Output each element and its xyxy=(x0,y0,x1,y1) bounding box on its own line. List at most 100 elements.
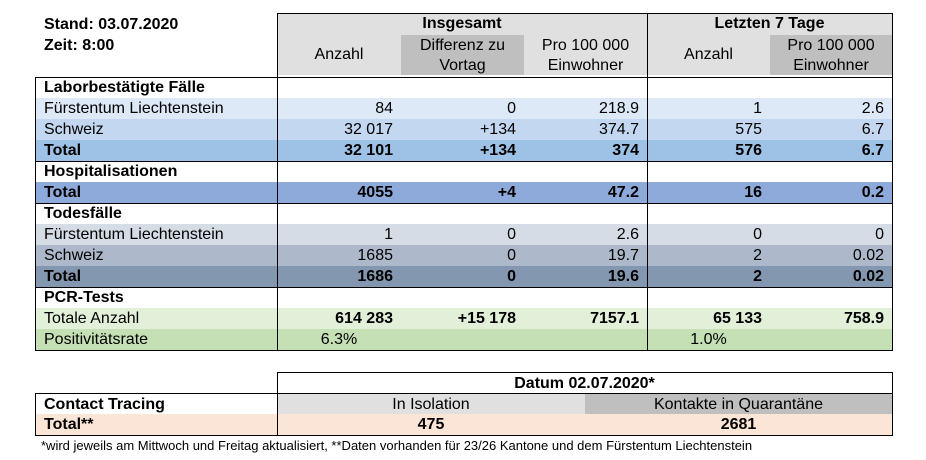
grid-line xyxy=(35,77,36,351)
cell-diff: 0 xyxy=(507,100,516,117)
row-label: Fürstentum Liechtenstein xyxy=(44,100,224,117)
cell-pro: 374 xyxy=(612,142,639,159)
cell-pro: 218.9 xyxy=(598,100,639,117)
section-hosp: Hospitalisationen xyxy=(44,163,178,180)
grid-line xyxy=(892,372,893,436)
ct-date: Datum 02.07.2020* xyxy=(514,375,655,392)
cell-positivity-total: 6.3% xyxy=(320,331,358,348)
row-label: Positivitätsrate xyxy=(44,331,149,348)
cell7-anzahl: 1 xyxy=(753,100,762,117)
ct-isolation-value: 475 xyxy=(417,416,445,433)
cell7-anzahl: 2 xyxy=(753,247,762,264)
stand-date: Stand: 03.07.2020 xyxy=(44,16,179,33)
grid-line xyxy=(277,13,893,14)
cell-anzahl: 1686 xyxy=(357,268,393,285)
header7-anzahl: Anzahl xyxy=(684,46,733,63)
cell-pro: 7157.1 xyxy=(590,310,639,327)
row-label: Schweiz xyxy=(44,247,104,264)
header-letzten-7-tage: Letzten 7 Tage xyxy=(714,15,825,32)
cell-anzahl: 84 xyxy=(375,100,393,117)
header-pro-line1: Pro 100 000 xyxy=(541,37,630,54)
cell7-positivity: 1.0% xyxy=(690,331,727,348)
cell-diff: 0 xyxy=(507,247,516,264)
row-bg-hosp-total xyxy=(35,182,892,203)
ct-quarantine-value: 2681 xyxy=(720,416,757,433)
row-bg-tod-total xyxy=(35,266,892,287)
section-labor: Laborbestätigte Fälle xyxy=(44,79,205,96)
cell-anzahl: 614 283 xyxy=(335,310,393,327)
ct-header-quarantine-bg xyxy=(585,394,892,414)
cell7-pro: 2.6 xyxy=(861,100,884,117)
cell7-anzahl: 0 xyxy=(753,226,762,243)
grid-line xyxy=(35,77,893,78)
cell-pro: 19.7 xyxy=(607,247,639,264)
header-7pro-bg xyxy=(770,35,892,75)
cell7-anzahl: 65 133 xyxy=(713,310,762,327)
footnote: *wird jeweils am Mittwoch und Freitag ak… xyxy=(41,438,753,453)
grid-line xyxy=(35,393,893,394)
row-bg-labor-ch xyxy=(35,119,892,140)
header-pro-line2: Einwohner xyxy=(547,57,624,74)
grid-line xyxy=(892,13,893,351)
grid-line xyxy=(35,203,893,204)
row-label: Fürstentum Liechtenstein xyxy=(44,226,224,243)
cell-diff: +4 xyxy=(497,184,516,201)
cell-pro: 19.6 xyxy=(607,268,639,285)
header-diff-line1: Differenz zu xyxy=(419,37,506,54)
cell7-anzahl: 2 xyxy=(753,268,762,285)
cell7-anzahl: 575 xyxy=(735,121,762,138)
row-label: Total xyxy=(44,268,82,285)
header-diff-bg xyxy=(401,35,524,75)
grid-line xyxy=(277,372,893,373)
row-label: Totale Anzahl xyxy=(44,310,140,327)
cell7-pro: 0.02 xyxy=(852,268,884,285)
stand-time: Zeit: 8:00 xyxy=(44,37,115,54)
row-bg-pcr-pos xyxy=(35,329,892,350)
row-label: Total xyxy=(44,142,82,159)
grid-line xyxy=(35,393,36,436)
row-label: Total xyxy=(44,184,82,201)
ct-col-quarantine: Kontakte in Quarantäne xyxy=(653,396,823,413)
cell7-anzahl: 16 xyxy=(744,184,762,201)
cell-anzahl: 4055 xyxy=(357,184,393,201)
cell7-pro: 758.9 xyxy=(843,310,884,327)
row-bg-tod-ch xyxy=(35,245,892,266)
cell-pro: 2.6 xyxy=(616,226,639,243)
cell7-pro: 6.7 xyxy=(861,142,884,159)
cell7-pro: 0 xyxy=(875,226,884,243)
ct-col-isolation: In Isolation xyxy=(392,396,470,413)
grid-line xyxy=(35,161,893,162)
row-bg-labor-fl xyxy=(35,98,892,119)
header-anzahl: Anzahl xyxy=(314,46,364,63)
header7-pro-line2: Einwohner xyxy=(793,57,869,74)
ct-total-row-bg xyxy=(35,414,892,435)
ct-total-label: Total** xyxy=(44,416,94,433)
row-bg-labor-total xyxy=(35,140,892,161)
header7-pro-line1: Pro 100 000 xyxy=(787,37,875,54)
section-pcr: PCR-Tests xyxy=(44,289,124,306)
grid-line xyxy=(35,350,893,351)
cell7-pro: 0.2 xyxy=(861,184,884,201)
cell-diff: 0 xyxy=(507,226,516,243)
cell-diff: +15 178 xyxy=(457,310,516,327)
grid-line xyxy=(277,13,278,351)
cell-diff: +134 xyxy=(479,121,516,138)
row-bg-tod-fl xyxy=(35,224,892,245)
header-insgesamt: Insgesamt xyxy=(422,15,502,32)
row-label: Schweiz xyxy=(44,121,104,138)
cell-anzahl: 32 101 xyxy=(344,142,393,159)
grid-line xyxy=(277,372,278,436)
cell7-anzahl: 576 xyxy=(735,142,762,159)
header-diff-line2: Vortag xyxy=(439,57,486,74)
cell7-pro: 0.02 xyxy=(852,247,884,264)
cell-pro: 47.2 xyxy=(607,184,639,201)
cell-anzahl: 1685 xyxy=(357,247,393,264)
grid-line xyxy=(35,287,893,288)
cell7-pro: 6.7 xyxy=(861,121,884,138)
cell-anzahl: 1 xyxy=(384,226,393,243)
cell-anzahl: 32 017 xyxy=(344,121,393,138)
ct-header-isolation-bg xyxy=(277,394,585,414)
row-bg-pcr-total xyxy=(35,308,892,329)
cell-diff: 0 xyxy=(507,268,516,285)
grid-line xyxy=(647,13,648,351)
